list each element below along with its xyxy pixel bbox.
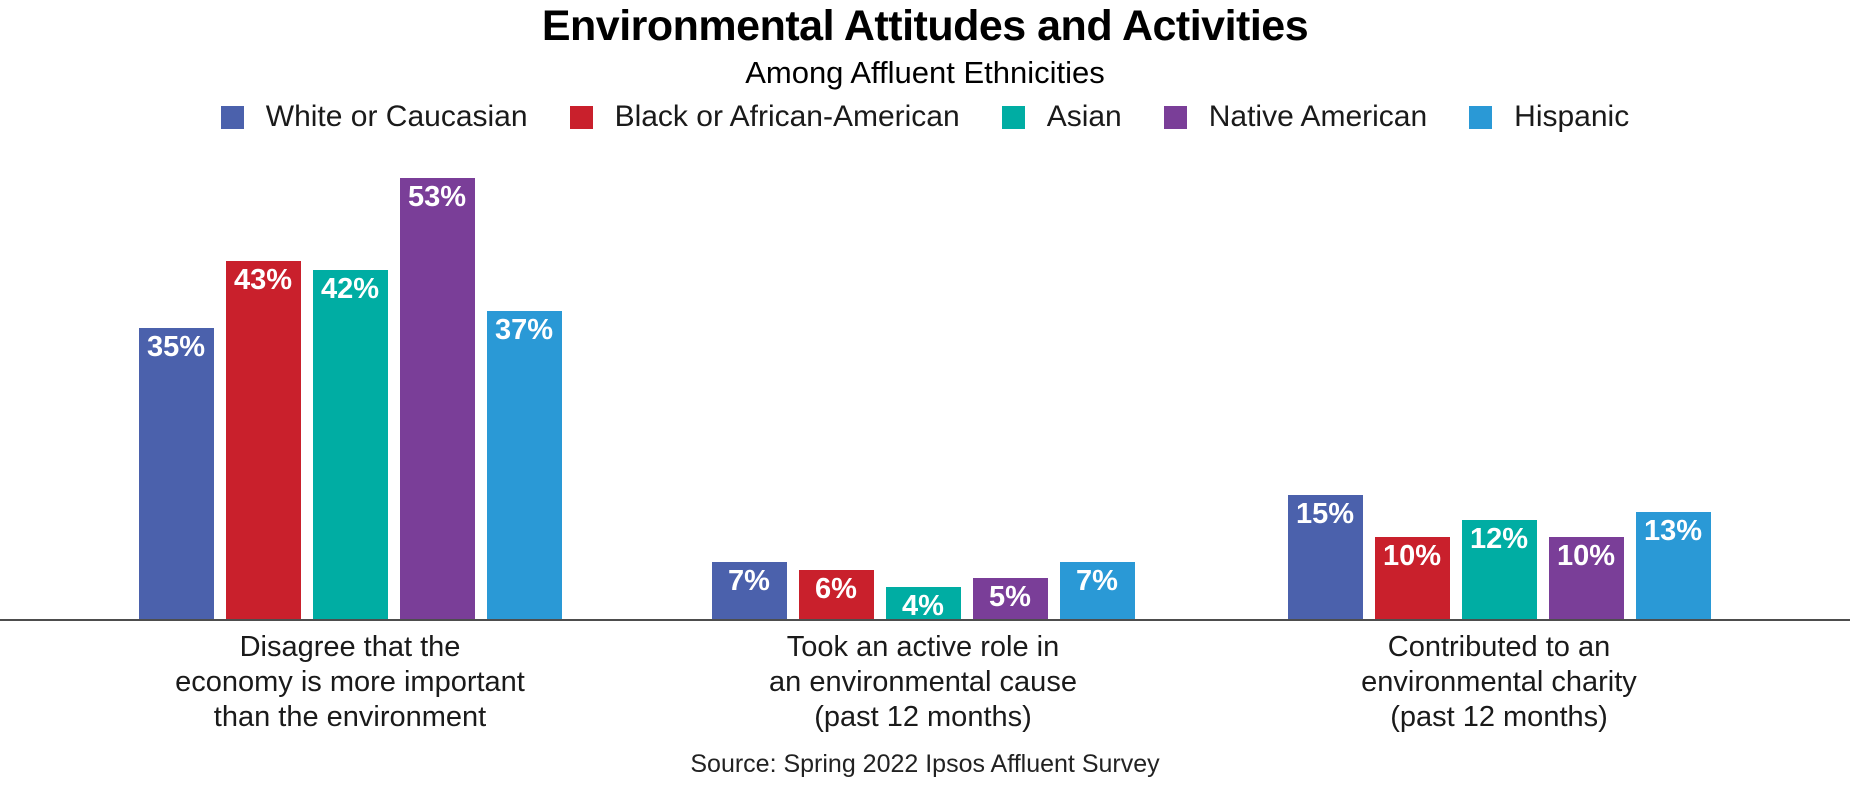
bar-group2-black-or-african-american: 6% [798, 570, 874, 620]
bar-value-label: 35% [146, 331, 206, 363]
bar-group3-native-american: 10% [1548, 537, 1624, 620]
bar-group3-black-or-african-american: 10% [1374, 537, 1450, 620]
legend-swatch-white-or-caucasian [220, 105, 244, 129]
bar-group2-asian: 4% [885, 587, 961, 622]
legend-item-asian: Asian [1001, 100, 1122, 134]
legend-label: Asian [1046, 100, 1122, 133]
bar-group1-native-american: 53% [399, 178, 475, 620]
legend-label: Native American [1208, 100, 1428, 133]
bar-value-label: 7% [728, 565, 770, 597]
bar-value-label: 43% [233, 264, 293, 296]
bar-value-label: 15% [1295, 498, 1355, 530]
legend-label: White or Caucasian [265, 100, 528, 133]
legend-swatch-asian [1001, 105, 1025, 129]
legend-item-black-or-african-american: Black or African-American [569, 100, 960, 134]
bar-group3-asian: 12% [1461, 520, 1537, 620]
bar-value-label: 10% [1382, 540, 1442, 572]
bar-value-label: 6% [815, 573, 857, 605]
chart-subtitle: Among Affluent Ethnicities [745, 55, 1105, 90]
bar-group2-native-american: 5% [972, 578, 1048, 620]
bar-value-label: 10% [1556, 540, 1616, 572]
bar-group2-hispanic: 7% [1059, 562, 1135, 620]
category-label-2: Took an active role in an environmental … [769, 631, 1077, 733]
bar-group1-hispanic: 37% [486, 311, 562, 620]
category-label-3: Contributed to an environmental charity … [1361, 631, 1637, 733]
bar-group3-hispanic: 13% [1635, 512, 1711, 620]
legend-label: Black or African-American [614, 100, 960, 133]
bar-value-label: 5% [989, 581, 1031, 613]
plot-area: 35% 43% 42% 53% 37% 7% 6% 4% 5% 7% 15% 10% 12% 10% 13% [138, 178, 1711, 622]
legend-item-hispanic: Hispanic [1469, 100, 1629, 134]
bar-group2-white-or-caucasian: 7% [711, 562, 787, 620]
legend-swatch-hispanic [1469, 105, 1493, 129]
bar-group1-white-or-caucasian: 35% [138, 328, 214, 620]
bar-value-label: 37% [494, 314, 554, 346]
legend-item-native-american: Native American [1163, 100, 1428, 134]
legend: White or Caucasian Black or African-Ameri… [0, 99, 1850, 135]
chart-title: Environmental Attitudes and Activities [541, 2, 1309, 50]
source-note: Source: Spring 2022 Ipsos Affluent Surve… [690, 750, 1160, 778]
bar-value-label: 7% [1076, 565, 1118, 597]
legend-label: Hispanic [1514, 100, 1630, 133]
legend-swatch-black-or-african-american [569, 105, 593, 129]
legend-swatch-native-american [1163, 105, 1187, 129]
bar-value-label: 12% [1469, 523, 1529, 555]
bar-group1-black-or-african-american: 43% [225, 261, 301, 620]
bar-group1-asian: 42% [312, 270, 388, 620]
category-label-1: Disagree that the economy is more import… [175, 631, 525, 733]
x-axis-line [0, 619, 1850, 621]
bar-group3-white-or-caucasian: 15% [1287, 495, 1363, 620]
legend-item-white-or-caucasian: White or Caucasian [220, 100, 528, 134]
bar-value-label: 42% [320, 273, 380, 305]
bar-value-label: 13% [1643, 515, 1703, 547]
bar-value-label: 53% [407, 181, 467, 213]
bar-value-label: 4% [902, 590, 944, 622]
